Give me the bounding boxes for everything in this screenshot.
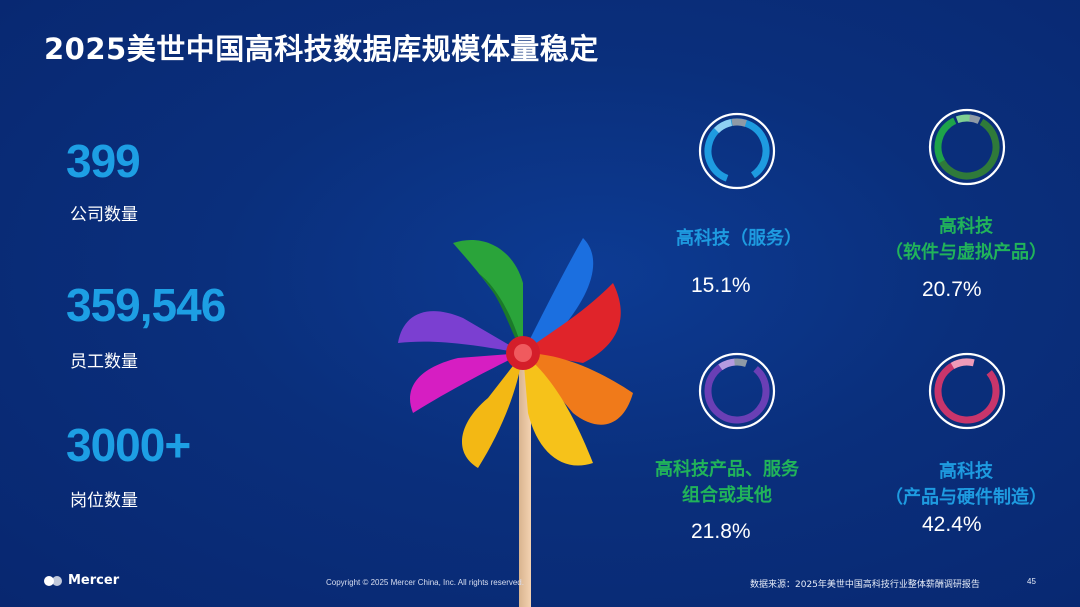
stat-label-companies: 公司数量 bbox=[70, 205, 138, 225]
stat-value-employees: 359,546 bbox=[66, 279, 226, 331]
brand-name: Mercer bbox=[68, 573, 120, 588]
segment-percent-services: 15.1% bbox=[691, 274, 751, 297]
donut-ring-combined bbox=[698, 352, 776, 430]
segment-label-line: 高科技（服务） bbox=[676, 228, 802, 249]
segment-label-line: 高科技 bbox=[939, 461, 993, 482]
segment-label-line: （产品与硬件制造） bbox=[885, 487, 1047, 508]
segment-percent-combined: 21.8% bbox=[691, 520, 751, 543]
stat-label-employees: 员工数量 bbox=[70, 352, 138, 372]
segment-label-services: 高科技（服务） bbox=[676, 226, 802, 252]
mercer-logo-icon bbox=[44, 575, 62, 586]
pinwheel-image bbox=[398, 238, 633, 607]
stat-value-companies: 399 bbox=[66, 135, 141, 187]
segment-label-line: 高科技产品、服务 bbox=[655, 459, 799, 480]
segment-label-software: 高科技 （软件与虚拟产品） bbox=[885, 214, 1047, 266]
brand-logo: Mercer bbox=[44, 573, 119, 588]
segment-percent-hardware: 42.4% bbox=[922, 513, 982, 536]
donut-ring-hardware bbox=[928, 352, 1006, 430]
segment-label-line: 组合或其他 bbox=[682, 485, 772, 506]
donut-ring-software bbox=[928, 108, 1006, 186]
donut-ring-services bbox=[698, 112, 776, 190]
copyright-text: Copyright © 2025 Mercer China, Inc. All … bbox=[326, 578, 524, 587]
stat-label-positions: 岗位数量 bbox=[70, 491, 138, 511]
page-title: 2025美世中国高科技数据库规模体量稳定 bbox=[44, 32, 599, 66]
segment-label-combined: 高科技产品、服务 组合或其他 bbox=[655, 457, 799, 509]
stat-value-positions: 3000+ bbox=[66, 419, 191, 471]
page-number: 45 bbox=[1027, 577, 1036, 586]
segment-label-line: （软件与虚拟产品） bbox=[885, 242, 1047, 263]
segment-label-hardware: 高科技 （产品与硬件制造） bbox=[885, 459, 1047, 511]
segment-label-line: 高科技 bbox=[939, 216, 993, 237]
data-source-text: 数据来源：2025年美世中国高科技行业整体薪酬调研报告 bbox=[750, 580, 980, 590]
segment-percent-software: 20.7% bbox=[922, 278, 982, 301]
